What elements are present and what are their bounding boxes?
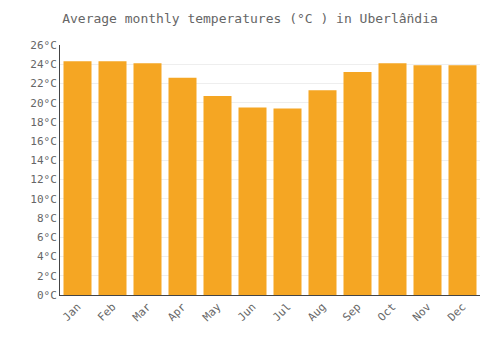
svg-text:Jun: Jun <box>235 301 258 324</box>
svg-text:Dec: Dec <box>445 301 468 324</box>
svg-text:8°C: 8°C <box>37 212 57 225</box>
svg-text:18°C: 18°C <box>30 116 57 129</box>
svg-text:4°C: 4°C <box>37 250 57 263</box>
svg-text:May: May <box>200 300 224 324</box>
svg-text:Feb: Feb <box>95 301 118 324</box>
svg-text:Oct: Oct <box>375 301 398 324</box>
svg-text:2°C: 2°C <box>37 270 57 283</box>
svg-text:12°C: 12°C <box>30 173 57 186</box>
svg-text:Jan: Jan <box>60 301 83 324</box>
svg-text:22°C: 22°C <box>30 77 57 90</box>
svg-text:16°C: 16°C <box>30 135 57 148</box>
svg-text:Sep: Sep <box>340 301 363 324</box>
svg-text:Aug: Aug <box>305 301 328 324</box>
svg-text:6°C: 6°C <box>37 231 57 244</box>
svg-text:Jul: Jul <box>270 301 293 324</box>
svg-text:Apr: Apr <box>165 300 189 324</box>
svg-text:24°C: 24°C <box>30 58 57 71</box>
svg-text:26°C: 26°C <box>30 39 57 52</box>
svg-text:20°C: 20°C <box>30 97 57 110</box>
svg-text:Nov: Nov <box>410 300 434 324</box>
svg-text:Average monthly temperatures (: Average monthly temperatures (°C ) in Ub… <box>62 11 438 26</box>
svg-text:Mar: Mar <box>130 300 154 324</box>
svg-text:0°C: 0°C <box>37 289 57 302</box>
svg-text:10°C: 10°C <box>30 193 57 206</box>
svg-text:14°C: 14°C <box>30 154 57 167</box>
